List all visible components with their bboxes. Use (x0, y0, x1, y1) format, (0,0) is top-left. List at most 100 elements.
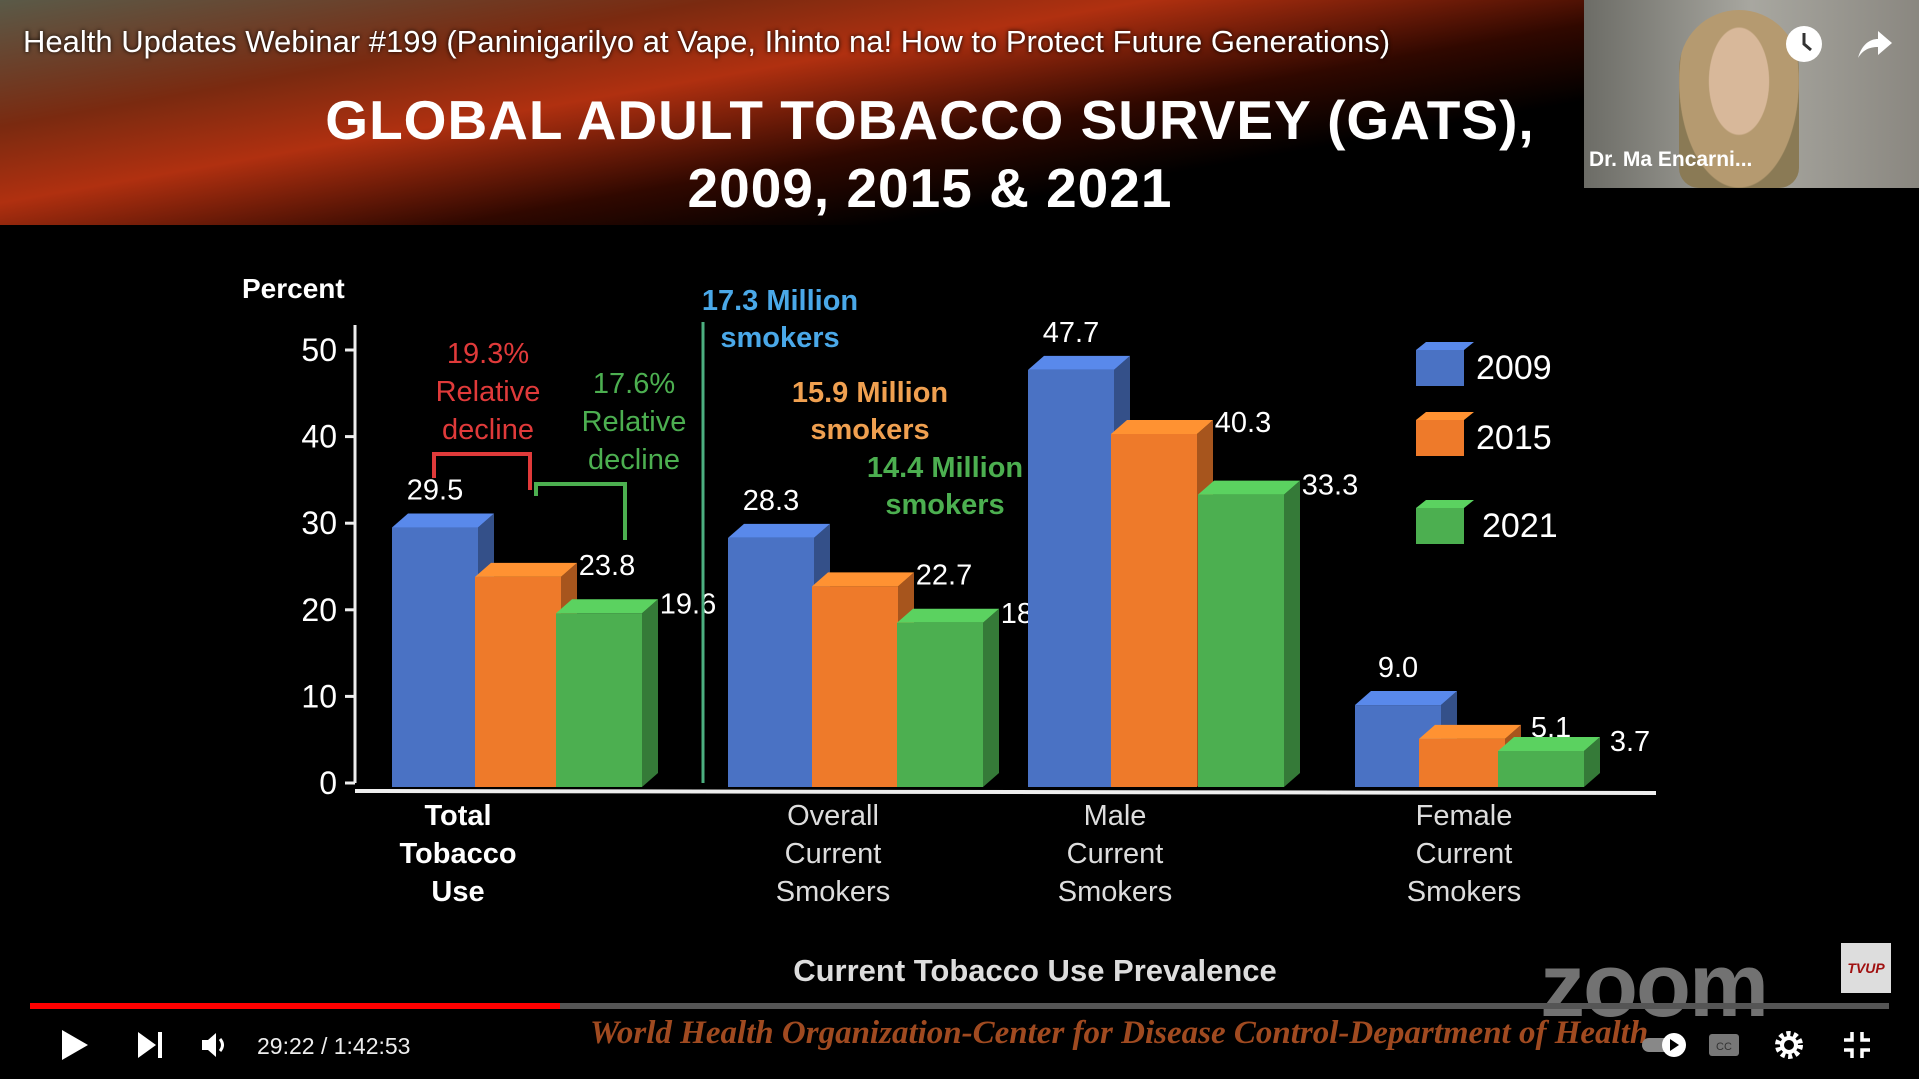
bar-2021 (556, 613, 642, 787)
annotation-smokers-2021: 14.4 Million (867, 452, 1023, 484)
category-label: Current (1067, 838, 1164, 870)
bar-2015 (475, 576, 561, 787)
play-icon[interactable] (60, 1028, 90, 1062)
category-label: Smokers (776, 876, 890, 908)
webcam-thumbnail[interactable]: Dr. Ma Encarni... (1584, 0, 1919, 188)
category-label: Smokers (1407, 876, 1521, 908)
data-label: 47.7 (1043, 317, 1099, 349)
bar-side (983, 608, 999, 787)
category-label: Current (785, 838, 882, 870)
y-tick-label: 20 (301, 592, 337, 628)
data-label: 9.0 (1378, 652, 1418, 684)
y-tick-label: 30 (301, 505, 337, 541)
bar-top (1028, 355, 1130, 370)
annotation-decline-2015: Relative (436, 376, 541, 408)
bar-top (897, 608, 999, 623)
data-label: 33.3 (1302, 470, 1358, 502)
zoom-logo: zoom (1540, 936, 1769, 1036)
slide-heading-line1: GLOBAL ADULT TOBACCO SURVEY (GATS), (325, 89, 1535, 151)
slide-banner (0, 0, 1600, 225)
share-icon[interactable] (1854, 24, 1894, 64)
legend-swatch-2021 (1416, 508, 1464, 544)
exit-fullscreen-icon[interactable] (1840, 1028, 1874, 1062)
player-controls: 29:22 / 1:42:53 CC (0, 1020, 1919, 1070)
bar-top (1111, 420, 1213, 435)
bar-side (1284, 480, 1300, 787)
bar-2021 (1498, 750, 1584, 787)
bar-top (556, 599, 658, 614)
bar-2009 (728, 537, 814, 787)
y-tick-label: 0 (319, 765, 337, 801)
x-axis-label: Current Tobacco Use Prevalence (793, 953, 1277, 988)
category-label: Male (1084, 800, 1147, 832)
speaker-name: Dr. Ma Encarni... (1589, 148, 1753, 171)
bar-top (475, 562, 577, 577)
next-icon[interactable] (136, 1028, 166, 1062)
legend-label: 2009 (1476, 349, 1552, 387)
bar-side (1584, 736, 1600, 787)
legend-swatch-2009 (1416, 350, 1464, 386)
bracket-2021 (534, 482, 627, 540)
annotation-decline-2015: 19.3% (447, 338, 529, 370)
svg-text:CC: CC (1716, 1041, 1732, 1053)
legend-swatch-top (1416, 412, 1474, 420)
legend-swatch-top (1416, 500, 1474, 508)
legend-label: 2021 (1482, 507, 1558, 545)
legend-label: 2015 (1476, 419, 1552, 457)
autoplay-toggle[interactable] (1640, 1028, 1690, 1062)
data-label: 19.6 (660, 588, 716, 620)
category-label: Smokers (1058, 876, 1172, 908)
slide-footer: World Health Organization-Center for Dis… (590, 1015, 1649, 1051)
bar-side (642, 599, 658, 787)
watch-later-icon[interactable] (1784, 24, 1824, 64)
y-axis-label: Percent (242, 273, 345, 304)
video-title[interactable]: Health Updates Webinar #199 (Paninigaril… (23, 24, 1391, 59)
y-tick-label: 40 (301, 419, 337, 455)
category-label: Female (1416, 800, 1513, 832)
bar-top (1198, 480, 1300, 495)
annotation-smokers-2015: 15.9 Million (792, 377, 948, 409)
slide-heading-line2: 2009, 2015 & 2021 (687, 157, 1173, 219)
annotation-smokers-2015: smokers (810, 414, 929, 446)
annotation-smokers-2009: smokers (720, 322, 839, 354)
annotation-decline-2021: decline (588, 444, 680, 476)
annotation-smokers-2021: smokers (885, 489, 1004, 521)
bar-top (1419, 724, 1521, 739)
bar-2021 (897, 622, 983, 787)
bar-2009 (1028, 369, 1114, 787)
bar-top (1498, 736, 1600, 751)
bar-top (728, 523, 830, 538)
annotation-decline-2021: 17.6% (593, 368, 675, 400)
y-tick-label: 50 (301, 332, 337, 368)
volume-icon[interactable] (200, 1028, 230, 1062)
data-label: 29.5 (407, 475, 463, 507)
y-tick-label: 10 (301, 678, 337, 714)
speaker-video (1679, 10, 1799, 188)
bar-top (1355, 691, 1457, 706)
settings-icon[interactable] (1772, 1028, 1806, 1062)
category-label: Overall (787, 800, 879, 832)
bar-2009 (392, 527, 478, 787)
category-label: Use (431, 876, 484, 908)
annotation-decline-2021: Relative (582, 406, 687, 438)
legend-swatch-top (1416, 342, 1474, 350)
data-label: 40.3 (1215, 407, 1271, 439)
category-label: Tobacco (399, 838, 516, 870)
bar-2015 (1111, 434, 1197, 787)
bracket-2015 (432, 452, 532, 490)
captions-icon[interactable]: CC (1707, 1028, 1741, 1062)
bar-2015 (812, 586, 898, 787)
bar-2021 (1198, 494, 1284, 787)
tvup-badge: TVUP (1841, 943, 1891, 993)
data-label: 28.3 (743, 485, 799, 517)
data-label: 22.7 (916, 559, 972, 591)
annotation-smokers-2009: 17.3 Million (702, 285, 858, 317)
x-axis (354, 789, 1657, 795)
bar-top (392, 513, 494, 528)
annotation-decline-2015: decline (442, 414, 534, 446)
category-label: Total (424, 800, 491, 832)
data-label: 23.8 (579, 550, 635, 582)
progress-fill (30, 1003, 560, 1009)
progress-bar[interactable] (30, 1003, 1889, 1009)
